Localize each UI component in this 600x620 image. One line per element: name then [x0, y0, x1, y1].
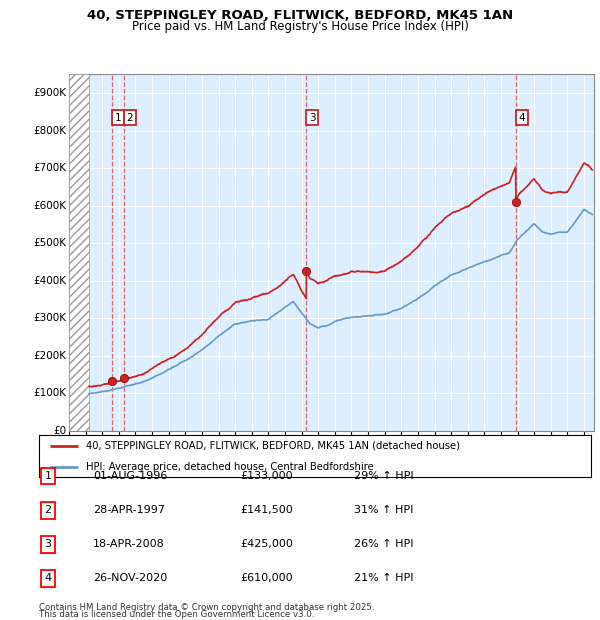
Text: 31% ↑ HPI: 31% ↑ HPI	[354, 505, 413, 515]
Text: £200K: £200K	[34, 351, 67, 361]
Text: £500K: £500K	[34, 238, 67, 248]
Text: 01-AUG-1996: 01-AUG-1996	[93, 471, 167, 481]
Text: 28-APR-1997: 28-APR-1997	[93, 505, 165, 515]
Text: 40, STEPPINGLEY ROAD, FLITWICK, BEDFORD, MK45 1AN (detached house): 40, STEPPINGLEY ROAD, FLITWICK, BEDFORD,…	[86, 441, 460, 451]
Text: Contains HM Land Registry data © Crown copyright and database right 2025.: Contains HM Land Registry data © Crown c…	[39, 603, 374, 612]
Text: £141,500: £141,500	[240, 505, 293, 515]
Text: £0: £0	[53, 426, 67, 436]
Text: 26% ↑ HPI: 26% ↑ HPI	[354, 539, 413, 549]
Text: This data is licensed under the Open Government Licence v3.0.: This data is licensed under the Open Gov…	[39, 610, 314, 619]
Text: £700K: £700K	[34, 163, 67, 173]
Text: £800K: £800K	[34, 126, 67, 136]
Text: Price paid vs. HM Land Registry's House Price Index (HPI): Price paid vs. HM Land Registry's House …	[131, 20, 469, 33]
Text: 29% ↑ HPI: 29% ↑ HPI	[354, 471, 413, 481]
Text: 1: 1	[115, 113, 121, 123]
Text: 21% ↑ HPI: 21% ↑ HPI	[354, 574, 413, 583]
Text: 4: 4	[44, 574, 52, 583]
Text: 40, STEPPINGLEY ROAD, FLITWICK, BEDFORD, MK45 1AN: 40, STEPPINGLEY ROAD, FLITWICK, BEDFORD,…	[87, 9, 513, 22]
Text: 2: 2	[127, 113, 133, 123]
Text: 18-APR-2008: 18-APR-2008	[93, 539, 165, 549]
Text: 3: 3	[44, 539, 52, 549]
Text: HPI: Average price, detached house, Central Bedfordshire: HPI: Average price, detached house, Cent…	[86, 462, 374, 472]
Text: 26-NOV-2020: 26-NOV-2020	[93, 574, 167, 583]
Text: £300K: £300K	[34, 313, 67, 323]
Text: 1: 1	[44, 471, 52, 481]
Text: 3: 3	[309, 113, 316, 123]
Bar	[69, 74, 89, 431]
Text: £425,000: £425,000	[240, 539, 293, 549]
Text: £133,000: £133,000	[240, 471, 293, 481]
Text: £600K: £600K	[34, 201, 67, 211]
Text: 4: 4	[518, 113, 525, 123]
Text: £400K: £400K	[34, 276, 67, 286]
Text: £100K: £100K	[34, 388, 67, 399]
Text: £610,000: £610,000	[240, 574, 293, 583]
Text: 2: 2	[44, 505, 52, 515]
Text: £900K: £900K	[34, 88, 67, 98]
